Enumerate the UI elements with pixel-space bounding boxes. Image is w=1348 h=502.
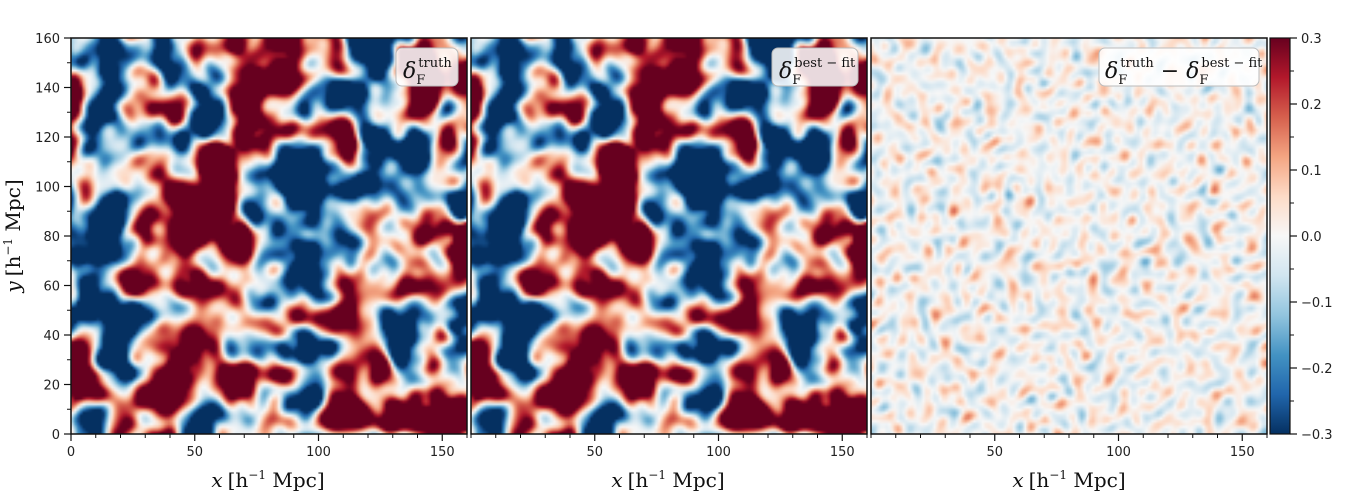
legend-box-residual <box>1098 47 1260 87</box>
xlabel-best-fit: x [h−1 Mpc] <box>611 468 724 492</box>
x-tick-label: 100 <box>306 445 331 460</box>
legend-best-fit-label: δFbest − fit <box>779 56 856 88</box>
colorbar-tick-label: 0.2 <box>1301 98 1322 113</box>
x-tick-label: 50 <box>986 445 1003 460</box>
xlabel-residual: x [h−1 Mpc] <box>1012 468 1125 492</box>
colorbar-tick-label: 0.0 <box>1301 230 1322 245</box>
panel-best-fit: 50 100 150 δFbest − fit x [h−1 Mpc] <box>470 37 868 492</box>
colorbar-fill <box>1270 38 1290 434</box>
ticks-residual: 50 100 150 <box>870 434 1268 460</box>
y-tick-label: 120 <box>35 131 60 146</box>
x-tick-label: 0 <box>67 445 75 460</box>
colorbar-tick-label: 0.1 <box>1301 164 1322 179</box>
legend-best-fit: δFbest − fit <box>771 47 859 88</box>
y-tick-label: 100 <box>35 181 60 196</box>
panel-residual: 50 100 150 δFtruth − δFbest − fit x [h−1 Mp… <box>870 37 1268 492</box>
legend-residual-label: δFtruth − δFbest − fit <box>1105 56 1263 88</box>
heatmap-best-fit <box>471 38 867 434</box>
panel-truth: 0 50 100 150 0 20 40 60 80 100 120 140 160 δFtruth x… <box>1 32 468 492</box>
colorbar-ticks: −0.3 −0.2 −0.1 0.0 0.1 0.2 0.3 <box>1290 32 1333 443</box>
y-tick-label: 60 <box>43 280 60 295</box>
colorbar: −0.3 −0.2 −0.1 0.0 0.1 0.2 0.3 <box>1269 32 1333 443</box>
ylabel: y[h−1 Mpc] <box>1 179 25 293</box>
y-tick-label: 0 <box>52 428 60 443</box>
y-tick-label: 20 <box>43 379 60 394</box>
heatmap-truth <box>71 38 467 434</box>
legend-residual: δFtruth − δFbest − fit <box>1098 47 1263 88</box>
x-tick-label: 50 <box>586 445 603 460</box>
legend-box-best-fit <box>771 47 859 87</box>
y-tick-label: 40 <box>43 329 60 344</box>
x-tick-label: 150 <box>430 445 455 460</box>
y-tick-label: 80 <box>43 230 60 245</box>
x-tick-label: 50 <box>186 445 203 460</box>
colorbar-tick-label: −0.3 <box>1301 428 1333 443</box>
xlabel-truth: x [h−1 Mpc] <box>211 468 324 492</box>
legend-truth: δFtruth <box>395 47 459 88</box>
legend-box-truth <box>395 47 459 87</box>
x-tick-label: 100 <box>1106 445 1131 460</box>
heatmap-residual <box>871 38 1267 434</box>
x-tick-label: 100 <box>706 445 731 460</box>
ticks-best-fit: 50 100 150 <box>470 434 868 460</box>
ticks-truth: 0 50 100 150 0 20 40 60 80 100 120 140 160 <box>35 32 468 460</box>
x-tick-label: 150 <box>830 445 855 460</box>
y-tick-label: 140 <box>35 82 60 97</box>
colorbar-tick-label: −0.2 <box>1301 362 1333 377</box>
x-tick-label: 150 <box>1230 445 1255 460</box>
legend-truth-label: δFtruth <box>403 56 452 88</box>
y-tick-label: 160 <box>35 32 60 47</box>
colorbar-tick-label: 0.3 <box>1301 32 1322 47</box>
colorbar-tick-label: −0.1 <box>1301 296 1333 311</box>
